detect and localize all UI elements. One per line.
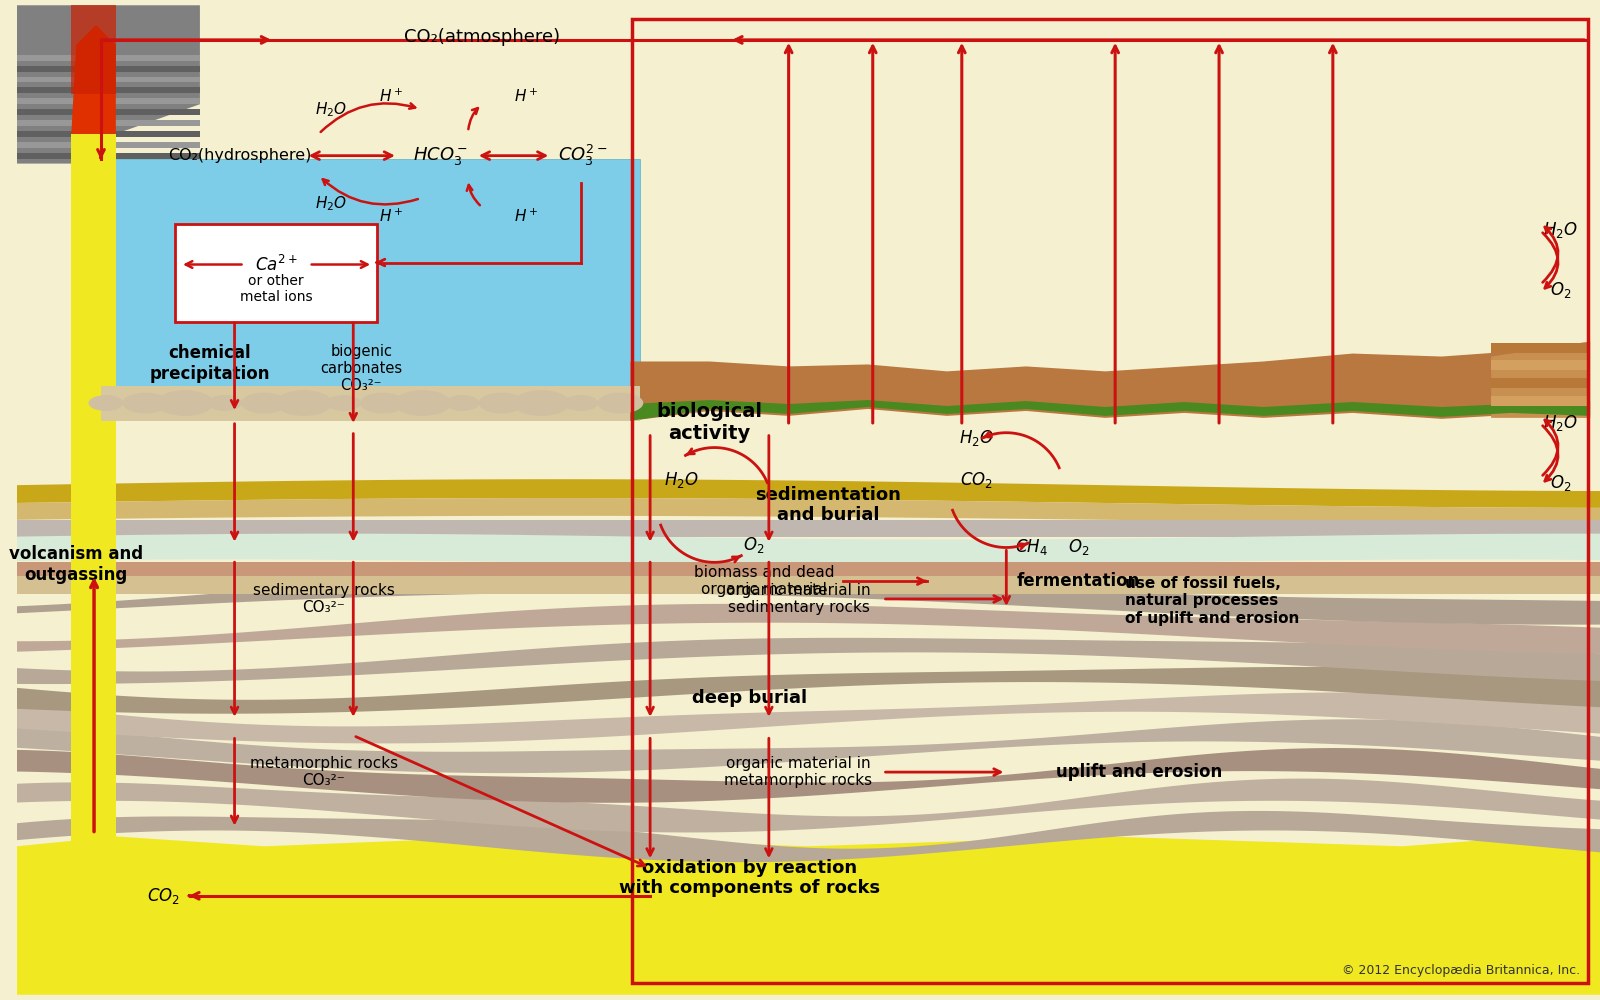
Text: $CO_2$: $CO_2$ [147,886,179,906]
Ellipse shape [88,395,123,411]
Text: use of fossil fuels,
natural processes
of uplift and erosion: use of fossil fuels, natural processes o… [1125,576,1299,626]
Text: organic material in
sedimentary rocks: organic material in sedimentary rocks [726,583,870,615]
Ellipse shape [445,395,480,411]
Bar [1491,343,1590,353]
Polygon shape [101,386,640,421]
Polygon shape [18,638,1600,684]
Bar [1491,360,1590,370]
Text: $H_2O$: $H_2O$ [315,194,347,213]
Ellipse shape [123,393,168,413]
Text: $H^+$: $H^+$ [514,88,539,105]
Polygon shape [18,120,200,126]
Polygon shape [18,571,1600,625]
Text: $CO_3^{2-}$: $CO_3^{2-}$ [558,143,608,168]
Polygon shape [72,134,115,846]
Text: $Ca^{2+}$: $Ca^{2+}$ [254,254,298,275]
Text: deep burial: deep burial [691,689,806,707]
Polygon shape [72,25,115,134]
Polygon shape [18,498,1600,524]
Bar [1491,396,1590,406]
Text: biogenic
carbonates
CO₃²⁻: biogenic carbonates CO₃²⁻ [320,344,402,393]
Text: sedimentation
and burial: sedimentation and burial [755,486,901,524]
Text: $H^+$: $H^+$ [379,88,403,105]
Text: $CO_2$: $CO_2$ [960,470,994,490]
Polygon shape [18,131,200,137]
Text: or other
metal ions: or other metal ions [240,274,312,304]
Text: biological
activity: biological activity [656,402,763,443]
Text: CO₂(hydrosphere): CO₂(hydrosphere) [168,148,310,163]
Polygon shape [18,87,200,93]
Text: fermentation: fermentation [1016,572,1139,590]
Text: $H_2O$: $H_2O$ [664,470,699,490]
Polygon shape [18,142,200,148]
Text: $H_2O$: $H_2O$ [960,428,994,448]
Polygon shape [630,342,1590,421]
Text: volcanism and
outgassing: volcanism and outgassing [10,545,144,584]
Polygon shape [18,779,1600,832]
Ellipse shape [478,393,525,413]
Polygon shape [18,98,200,104]
Polygon shape [72,5,115,94]
Text: chemical
precipitation: chemical precipitation [149,344,270,383]
Text: metamorphic rocks
CO₃²⁻: metamorphic rocks CO₃²⁻ [250,756,398,788]
Ellipse shape [275,390,333,416]
Text: $H_2O$: $H_2O$ [1542,413,1578,433]
Text: $CH_4$: $CH_4$ [1014,537,1048,557]
Text: $O_2$: $O_2$ [1067,537,1090,557]
Polygon shape [18,66,200,72]
Ellipse shape [208,395,242,411]
Polygon shape [18,520,1600,537]
Text: $HCO_3^-$: $HCO_3^-$ [413,145,467,167]
Polygon shape [18,562,1600,576]
Polygon shape [101,159,640,401]
Polygon shape [18,831,1600,995]
Polygon shape [18,109,200,115]
Polygon shape [18,667,1600,714]
Polygon shape [18,479,1600,508]
Text: uplift and erosion: uplift and erosion [1056,763,1222,781]
Polygon shape [630,400,1590,421]
Polygon shape [18,5,200,164]
Text: $O_2$: $O_2$ [1550,473,1571,493]
Ellipse shape [514,390,570,416]
Polygon shape [18,719,1600,773]
Text: © 2012 Encyclopædia Britannica, Inc.: © 2012 Encyclopædia Britannica, Inc. [1342,964,1581,977]
Bar [1491,378,1590,388]
Text: $O_2$: $O_2$ [1550,280,1571,300]
Text: CO₂(atmosphere): CO₂(atmosphere) [403,28,560,46]
Text: oxidation by reaction
with components of rocks: oxidation by reaction with components of… [619,859,880,897]
Text: $O_2$: $O_2$ [744,535,765,555]
Polygon shape [18,534,1600,565]
Text: $H^+$: $H^+$ [514,207,539,225]
Polygon shape [1491,342,1590,418]
Bar [632,19,1589,983]
Ellipse shape [157,390,213,416]
FancyBboxPatch shape [174,224,378,322]
Polygon shape [18,77,200,82]
Polygon shape [18,811,1600,862]
Ellipse shape [360,393,406,413]
Ellipse shape [563,395,598,411]
Ellipse shape [326,395,360,411]
Ellipse shape [242,393,286,413]
Polygon shape [18,55,200,61]
Polygon shape [18,576,1600,594]
Polygon shape [18,604,1600,654]
Text: organic material in
metamorphic rocks: organic material in metamorphic rocks [725,756,872,788]
Text: $H_2O$: $H_2O$ [315,100,347,119]
Ellipse shape [394,390,451,416]
Polygon shape [18,692,1600,743]
Text: $H_2O$: $H_2O$ [1542,220,1578,240]
Text: biomass and dead
organic material: biomass and dead organic material [694,565,834,597]
Ellipse shape [597,393,643,413]
Text: sedimentary rocks
CO₃²⁻: sedimentary rocks CO₃²⁻ [253,583,395,615]
Polygon shape [18,748,1600,803]
Text: $H^+$: $H^+$ [379,207,403,225]
Polygon shape [18,153,200,159]
